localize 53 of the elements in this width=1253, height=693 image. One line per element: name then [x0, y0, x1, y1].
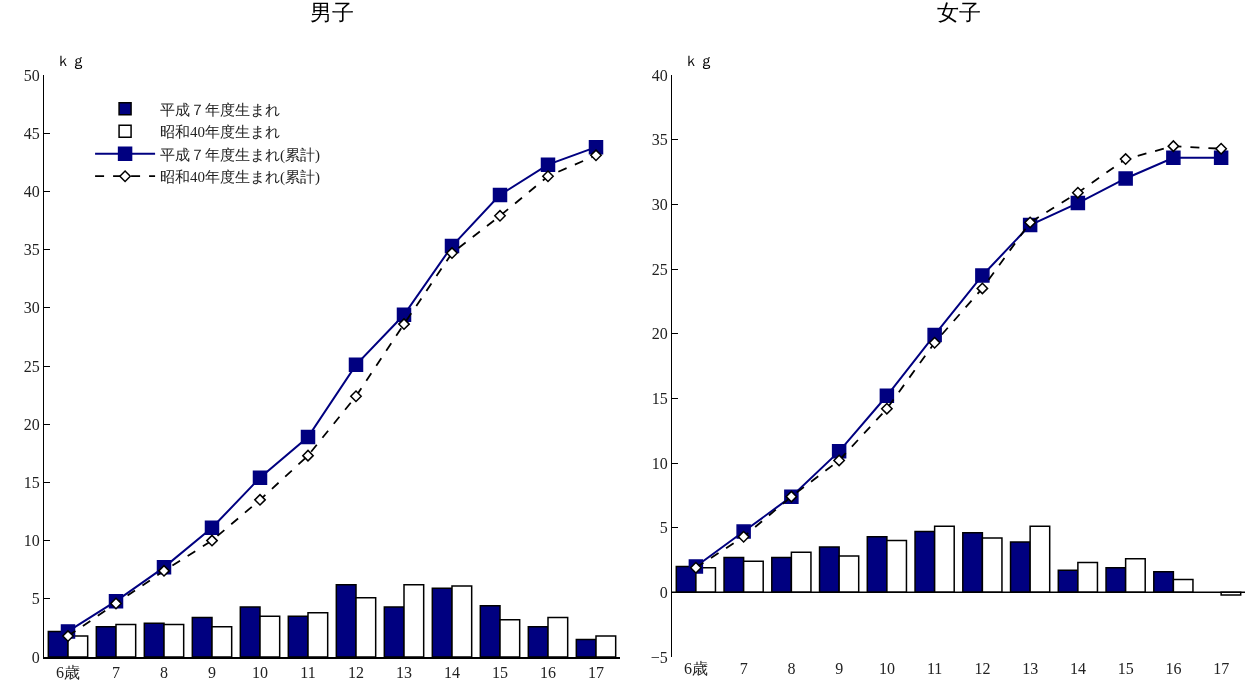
x-tick-label: 17	[1213, 660, 1230, 677]
y-tick-label: 35	[651, 131, 668, 149]
x-tick-label: 11	[926, 660, 943, 677]
y-tick-label: 50	[23, 66, 40, 84]
y-tick-label: 15	[23, 474, 40, 491]
legend-label: 昭和40年度生まれ(累計)	[160, 169, 321, 187]
x-tick-label: 7	[739, 660, 748, 677]
y-tick-label: 20	[23, 415, 40, 433]
x-tick-label: 12	[974, 660, 991, 677]
y-tick-label: 30	[23, 299, 40, 317]
chart-title: 男子	[310, 0, 354, 25]
x-tick-label: 8	[160, 663, 168, 681]
y-tick-label: 30	[651, 195, 668, 213]
x-tick-label: 9	[208, 663, 216, 681]
y-tick-label: 5	[659, 519, 668, 537]
y-tick-label: 15	[651, 389, 668, 407]
x-tick-label: 15	[492, 663, 508, 681]
x-tick-label: 16	[540, 663, 556, 681]
x-tick-label: 16	[1165, 660, 1182, 677]
y-tick-label: 10	[23, 532, 40, 550]
x-tick-label: 15	[1117, 660, 1134, 677]
x-tick-label: 14	[1069, 660, 1086, 677]
x-tick-label: 7	[112, 663, 120, 681]
x-tick-label: 6歳	[56, 663, 80, 681]
x-tick-label: 13	[396, 663, 412, 681]
y-tick-label: 40	[651, 66, 668, 84]
y-axis-title: ｋｇ	[684, 53, 714, 69]
x-tick-label: 17	[588, 663, 604, 681]
y-tick-label: 40	[23, 183, 40, 200]
x-tick-label: 10	[252, 663, 268, 681]
y-tick-label: 20	[651, 325, 668, 343]
x-tick-label: 14	[444, 663, 460, 681]
x-tick-label: 8	[787, 660, 796, 677]
x-tick-label: 10	[878, 660, 895, 677]
x-tick-label: 9	[835, 660, 844, 677]
x-tick-label: 6歳	[683, 660, 708, 677]
y-tick-label: 10	[651, 454, 668, 472]
y-tick-label: −5	[650, 648, 668, 666]
y-tick-label: 25	[23, 357, 40, 375]
x-tick-label: 13	[1022, 660, 1039, 677]
legend-label: 平成７年度生まれ	[160, 101, 281, 118]
y-tick-label: 25	[651, 260, 668, 278]
legend-label: 平成７年度生まれ(累計)	[160, 146, 321, 164]
y-tick-label: 0	[31, 648, 40, 666]
chart-title: 女子	[937, 0, 981, 25]
x-tick-label: 12	[348, 663, 364, 681]
x-tick-label: 11	[300, 663, 316, 681]
y-axis-title: ｋｇ	[56, 53, 86, 69]
y-tick-label: 35	[23, 241, 40, 259]
y-tick-label: 45	[23, 124, 40, 142]
legend-label: 昭和40年度生まれ	[160, 124, 281, 141]
y-tick-label: 0	[659, 583, 668, 601]
y-tick-label: 5	[31, 590, 40, 608]
